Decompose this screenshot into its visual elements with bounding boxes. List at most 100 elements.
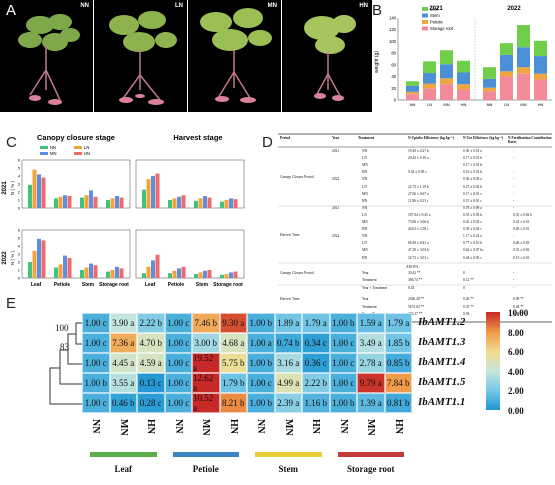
anova-contribution: 0.04 ** [513,304,524,309]
bar-segment [406,81,419,86]
bar [177,196,181,208]
contribution-cell: 0.26 ± 0.03 [513,241,530,246]
scale-tick-label: 8.00 [508,327,524,338]
photo-label: MN [267,3,277,9]
tissue-label: Storage root [346,464,395,474]
tissue-bar [337,452,404,457]
y-axis-label: N ( % ) [10,250,15,265]
legend-swatch [422,13,428,18]
scale-tick-label: 6.00 [508,347,524,358]
column-label: NN [337,419,349,434]
bar-segment [440,78,453,85]
table-header: Period [280,136,291,140]
anova-contribution: 0.09 ** [513,297,524,302]
heatmap-cell: 0.81 b [384,393,412,413]
uptake-cell: 47.29 ± 3.04 b [408,248,429,253]
plant-photo-nn: NN [0,0,93,112]
bar [89,263,93,278]
heatmap-cell: 4.59 a [137,353,165,373]
legend-label: HN [84,151,90,156]
anova-use: 0.03 [463,312,470,316]
treatment-cell: HN [362,170,368,175]
bar [63,195,67,208]
panel-title: Canopy closure stage [37,133,115,142]
bar [106,200,110,208]
use-cell: 0.78 ± 0.09 a [463,205,482,210]
contribution-cell: - [513,177,515,182]
use-cell: 0.39 ± 0.02 c [463,227,482,232]
y-tick-label: 3 [18,252,21,257]
bar [194,274,198,278]
heatmap-cell: 4.45 a [109,353,137,373]
panel-title: Harvest stage [173,133,222,142]
table-header: Year [332,136,340,140]
legend-label: Storage root [430,26,454,31]
anova-factor: Year × Treatment [362,285,388,290]
heatmap-cell: 1.00 b [329,313,357,333]
column-label: MN [365,419,376,436]
legend-label: Leaf [430,7,439,12]
heatmap-cell: 9.30 a [219,313,247,333]
bar [142,189,146,208]
bar-segment [423,73,436,84]
panel-label-b: B [372,2,383,19]
heatmap-cell: 7.36 a [109,333,137,353]
bar [41,177,46,208]
uptake-cell: 9.54 ± 0.09 c [408,170,427,175]
bar [84,195,89,208]
bar [41,240,46,278]
gene-label: IbAMT1.1 [418,396,466,408]
treatment-cell: HN [362,198,368,203]
treatment-cell: NN [362,149,368,153]
plot-frame [135,229,245,279]
x-tick-label: Petiole [168,282,185,288]
legend-swatch [422,26,428,31]
bar [155,173,160,208]
contribution-cell: - [513,170,515,175]
y-tick-label: 4 [18,244,21,249]
bar-segment [423,61,436,74]
legend-label: Stem [430,13,440,18]
heatmap-cell: 1.00 c [164,313,192,333]
bar-segment [457,72,470,85]
use-cell: 0.30 ± 0.01 a [463,149,482,153]
treatment-cell: LN [362,241,367,246]
use-cell: 1.17 ± 0.22 a [463,234,482,239]
tissue-label: Petiole [192,464,219,474]
plant-illustration [304,15,356,101]
bar-segment [423,83,436,89]
heatmap-cell: 0.34 c [302,333,330,353]
y-tick-label: 6 [18,228,21,233]
bar-segment [457,84,470,90]
bar-segment [406,85,419,92]
heatmap-cell: 1.00 b [247,313,275,333]
bar [80,270,84,278]
year-cell: 2022 [332,177,340,182]
legend-swatch [40,152,48,155]
contribution-cell: 0.42 ± 0.01 [513,220,530,224]
plant-illustration [200,8,272,103]
heatmap-cell: 1.00 a [247,333,275,353]
bar [110,198,115,208]
uptake-cell: 19.49 ± 0.27 b [408,149,429,153]
treatment-cell: MN [362,220,368,224]
panel-label-d: D [262,134,273,151]
bar-segment [423,88,436,100]
bar [93,265,98,278]
bar [32,169,37,208]
expression-heatmap: 100 83 1.00 c 3.90 a 2.22 b 1.00 c 7.46 b 9.3… [0,300,555,485]
heatmap-cell: 2.22 b [137,313,165,333]
bar [155,254,160,278]
gene-label: IbAMT1.5 [418,376,466,388]
bar-segment [517,67,530,74]
column-label: MN [200,419,211,436]
bar [93,196,98,208]
column-label: NN [172,419,184,434]
heatmap-cell: 3.55 a [109,373,137,393]
bar [37,174,41,208]
use-cell: 0.15 ± 0.01 c [463,198,482,203]
uptake-cell: 29.42 ± 0.16 a [408,156,429,161]
use-cell: 0.17 ± 0.01 c [463,191,482,196]
gene-label: IbAMT1.3 [418,336,466,348]
heatmap-cell: 8.21 b [219,393,247,413]
